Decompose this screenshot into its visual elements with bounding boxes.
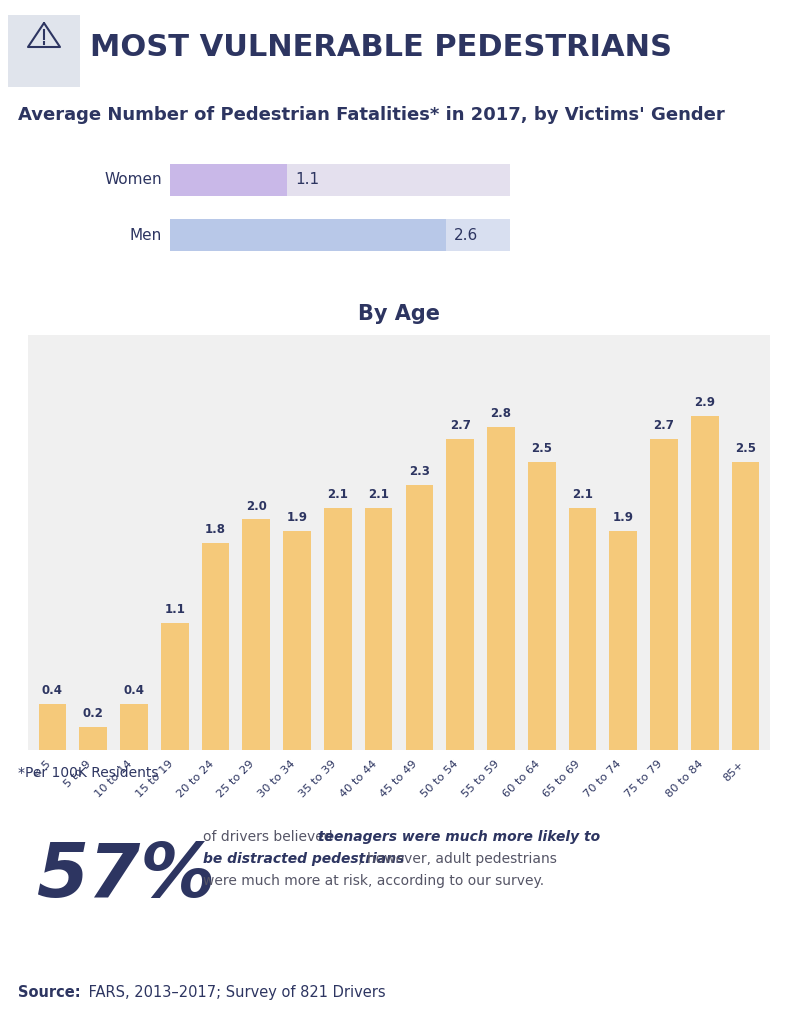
Bar bbox=[161, 623, 188, 750]
Text: ; however, adult pedestrians: ; however, adult pedestrians bbox=[358, 852, 557, 866]
Bar bbox=[120, 703, 148, 750]
Bar bbox=[324, 508, 352, 750]
Bar bbox=[527, 462, 555, 750]
Text: 2.8: 2.8 bbox=[491, 408, 512, 420]
Text: 2.1: 2.1 bbox=[327, 488, 348, 501]
Text: By Age: By Age bbox=[358, 304, 440, 324]
Bar bbox=[79, 727, 107, 750]
Bar bbox=[405, 485, 433, 750]
Bar bbox=[243, 520, 271, 750]
Text: 2.7: 2.7 bbox=[654, 419, 674, 431]
Text: 2.3: 2.3 bbox=[409, 465, 430, 478]
Text: 2.1: 2.1 bbox=[572, 488, 593, 501]
Text: 1.8: 1.8 bbox=[205, 523, 226, 536]
Text: teenagers were much more likely to: teenagers were much more likely to bbox=[318, 830, 600, 844]
Text: Source:: Source: bbox=[18, 985, 81, 1000]
Text: 2.5: 2.5 bbox=[531, 442, 552, 455]
Bar bbox=[365, 508, 393, 750]
Text: 2.5: 2.5 bbox=[735, 442, 756, 455]
Text: Men: Men bbox=[130, 228, 162, 242]
Text: 2.6: 2.6 bbox=[454, 228, 479, 242]
Bar bbox=[283, 531, 311, 750]
Bar bbox=[732, 462, 760, 750]
Text: 2.7: 2.7 bbox=[450, 419, 471, 431]
Text: MOST VULNERABLE PEDESTRIANS: MOST VULNERABLE PEDESTRIANS bbox=[90, 34, 672, 63]
Bar bbox=[650, 439, 678, 750]
Text: FARS, 2013–2017; Survey of 821 Drivers: FARS, 2013–2017; Survey of 821 Drivers bbox=[85, 985, 386, 1000]
Text: 2.9: 2.9 bbox=[694, 395, 715, 409]
Text: 0.4: 0.4 bbox=[124, 684, 144, 697]
Bar bbox=[38, 703, 66, 750]
Bar bbox=[446, 439, 474, 750]
Text: 1.1: 1.1 bbox=[164, 603, 185, 616]
Text: were much more at risk, according to our survey.: were much more at risk, according to our… bbox=[203, 874, 544, 888]
Bar bbox=[487, 427, 515, 750]
Text: 1.9: 1.9 bbox=[286, 511, 307, 524]
Bar bbox=[569, 508, 596, 750]
Bar bbox=[691, 416, 719, 750]
Text: Women: Women bbox=[105, 173, 162, 188]
Bar bbox=[202, 542, 229, 750]
Text: 0.2: 0.2 bbox=[83, 707, 104, 720]
Text: 2.1: 2.1 bbox=[368, 488, 389, 501]
Text: 0.4: 0.4 bbox=[42, 684, 63, 697]
Text: 57%: 57% bbox=[36, 840, 215, 913]
Text: Average Number of Pedestrian Fatalities* in 2017, by Victims' Gender: Average Number of Pedestrian Fatalities*… bbox=[18, 107, 725, 124]
Text: 2.0: 2.0 bbox=[246, 499, 267, 512]
Text: *Per 100K Residents: *Per 100K Residents bbox=[18, 766, 159, 779]
Text: 1.1: 1.1 bbox=[295, 173, 319, 188]
Bar bbox=[170, 219, 510, 251]
Bar bbox=[8, 15, 80, 87]
Bar bbox=[610, 531, 637, 750]
Bar bbox=[170, 164, 510, 196]
Text: of drivers believed: of drivers believed bbox=[203, 830, 337, 844]
Text: 1.9: 1.9 bbox=[613, 511, 634, 524]
Bar bbox=[170, 219, 446, 251]
Bar bbox=[170, 164, 286, 196]
Text: be distracted pedestrians: be distracted pedestrians bbox=[203, 852, 405, 866]
